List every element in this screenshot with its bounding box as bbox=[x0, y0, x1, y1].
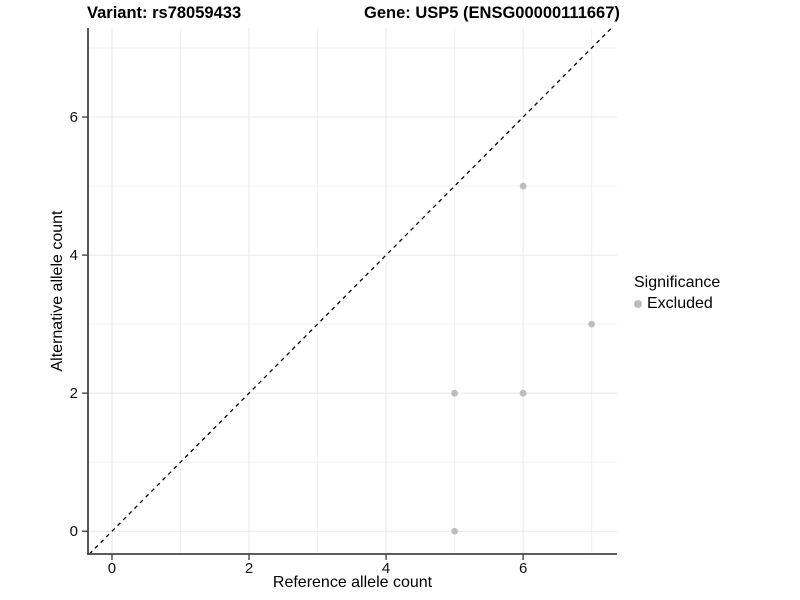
plot-title-gene: Gene: USP5 (ENSG00000111667) bbox=[364, 4, 620, 22]
y-tick-label: 0 bbox=[70, 523, 78, 540]
y-tick-label: 4 bbox=[70, 247, 78, 264]
x-tick-label: 6 bbox=[519, 560, 527, 577]
legend-title: Significance bbox=[634, 274, 721, 291]
legend: Significance Excluded bbox=[634, 274, 720, 313]
x-tick-label: 4 bbox=[382, 560, 390, 577]
y-axis-title: Alternative allele count bbox=[49, 210, 66, 372]
axes: 0 2 4 6 0 2 4 6 bbox=[70, 28, 617, 577]
data-point bbox=[519, 389, 527, 397]
gridlines bbox=[88, 28, 617, 554]
legend-item-label: Excluded bbox=[647, 295, 713, 312]
y-tick-label: 6 bbox=[70, 109, 78, 126]
x-tick-label: 0 bbox=[108, 560, 116, 577]
legend-item-excluded: Excluded bbox=[634, 295, 720, 313]
data-point bbox=[588, 320, 596, 328]
legend-point-icon bbox=[634, 300, 642, 308]
x-axis-title: Reference allele count bbox=[272, 574, 433, 591]
data-points bbox=[451, 182, 596, 535]
data-point bbox=[519, 182, 527, 190]
data-point bbox=[451, 389, 458, 397]
data-point bbox=[451, 527, 458, 535]
plot-title-variant: Variant: rs78059433 bbox=[87, 4, 242, 22]
x-tick-label: 2 bbox=[245, 560, 253, 577]
identity-line bbox=[88, 27, 612, 555]
y-tick-label: 2 bbox=[70, 385, 78, 402]
